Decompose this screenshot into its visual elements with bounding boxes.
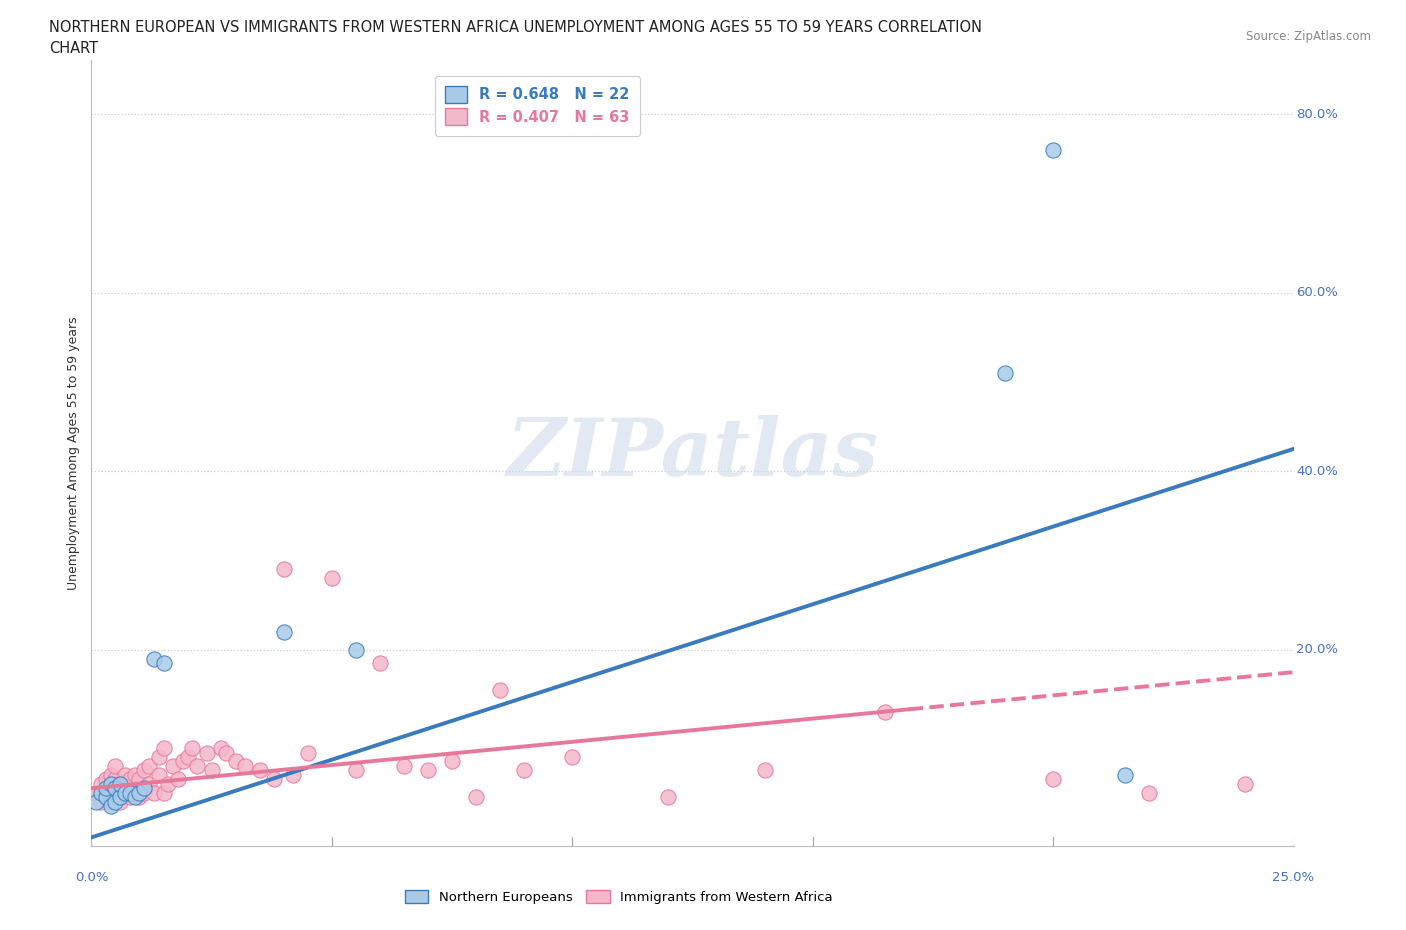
Point: [209, 740, 232, 755]
Point: [100, 799, 122, 814]
Y-axis label: Unemployment Among Ages 55 to 59 years: Unemployment Among Ages 55 to 59 years: [67, 316, 80, 591]
Point: [148, 767, 170, 782]
Point: [297, 745, 319, 760]
Legend: Northern Europeans, Immigrants from Western Africa: Northern Europeans, Immigrants from West…: [399, 884, 838, 910]
Point: [118, 790, 141, 804]
Point: [344, 643, 367, 658]
Point: [1114, 767, 1136, 782]
Point: [321, 571, 343, 586]
Point: [249, 763, 271, 777]
Point: [124, 785, 146, 800]
Text: 20.0%: 20.0%: [1296, 644, 1339, 657]
Point: [416, 763, 439, 777]
Point: [94, 785, 117, 800]
Point: [152, 785, 174, 800]
Point: [128, 785, 150, 800]
Point: [152, 656, 174, 671]
Text: 40.0%: 40.0%: [1296, 465, 1337, 478]
Point: [100, 777, 122, 791]
Point: [114, 767, 136, 782]
Point: [110, 790, 132, 804]
Text: 0.0%: 0.0%: [75, 871, 108, 884]
Point: [172, 754, 194, 769]
Point: [104, 781, 127, 796]
Point: [104, 785, 127, 800]
Point: [440, 754, 463, 769]
Legend: R = 0.648   N = 22, R = 0.407   N = 63: R = 0.648 N = 22, R = 0.407 N = 63: [436, 75, 640, 136]
Point: [513, 763, 536, 777]
Point: [110, 777, 132, 791]
Text: ZIPatlas: ZIPatlas: [506, 415, 879, 492]
Point: [273, 625, 295, 640]
Point: [104, 759, 127, 774]
Point: [142, 651, 165, 666]
Point: [90, 777, 112, 791]
Point: [84, 794, 107, 809]
Point: [94, 781, 117, 796]
Text: 60.0%: 60.0%: [1296, 286, 1337, 299]
Point: [1234, 777, 1257, 791]
Point: [201, 763, 224, 777]
Point: [186, 759, 208, 774]
Point: [225, 754, 247, 769]
Point: [104, 794, 127, 809]
Point: [263, 772, 285, 787]
Point: [344, 763, 367, 777]
Point: [873, 705, 896, 720]
Point: [1042, 772, 1064, 787]
Point: [110, 794, 132, 809]
Point: [195, 745, 218, 760]
Point: [561, 750, 583, 764]
Point: [176, 750, 198, 764]
Point: [162, 759, 184, 774]
Point: [167, 772, 190, 787]
Point: [100, 767, 122, 782]
Point: [181, 740, 204, 755]
Point: [84, 785, 107, 800]
Point: [754, 763, 776, 777]
Point: [994, 365, 1017, 380]
Point: [157, 777, 180, 791]
Point: [100, 794, 122, 809]
Point: [1137, 785, 1160, 800]
Text: NORTHERN EUROPEAN VS IMMIGRANTS FROM WESTERN AFRICA UNEMPLOYMENT AMONG AGES 55 T: NORTHERN EUROPEAN VS IMMIGRANTS FROM WES…: [49, 20, 983, 35]
Text: 80.0%: 80.0%: [1296, 108, 1337, 121]
Point: [128, 790, 150, 804]
Point: [118, 772, 141, 787]
Point: [1042, 142, 1064, 157]
Point: [138, 759, 160, 774]
Point: [657, 790, 679, 804]
Point: [465, 790, 488, 804]
Point: [90, 794, 112, 809]
Text: 25.0%: 25.0%: [1272, 871, 1315, 884]
Point: [368, 656, 391, 671]
Point: [152, 740, 174, 755]
Point: [94, 790, 117, 804]
Point: [124, 790, 146, 804]
Point: [392, 759, 415, 774]
Point: [489, 683, 512, 698]
Point: [124, 767, 146, 782]
Point: [128, 772, 150, 787]
Point: [134, 763, 156, 777]
Text: CHART: CHART: [49, 41, 98, 56]
Point: [215, 745, 238, 760]
Point: [118, 785, 141, 800]
Point: [90, 785, 112, 800]
Point: [148, 750, 170, 764]
Point: [114, 785, 136, 800]
Text: Source: ZipAtlas.com: Source: ZipAtlas.com: [1246, 30, 1371, 43]
Point: [233, 759, 256, 774]
Point: [134, 781, 156, 796]
Point: [142, 785, 165, 800]
Point: [94, 772, 117, 787]
Point: [134, 785, 156, 800]
Point: [104, 772, 127, 787]
Point: [138, 777, 160, 791]
Point: [283, 767, 305, 782]
Point: [110, 777, 132, 791]
Point: [273, 562, 295, 577]
Point: [114, 785, 136, 800]
